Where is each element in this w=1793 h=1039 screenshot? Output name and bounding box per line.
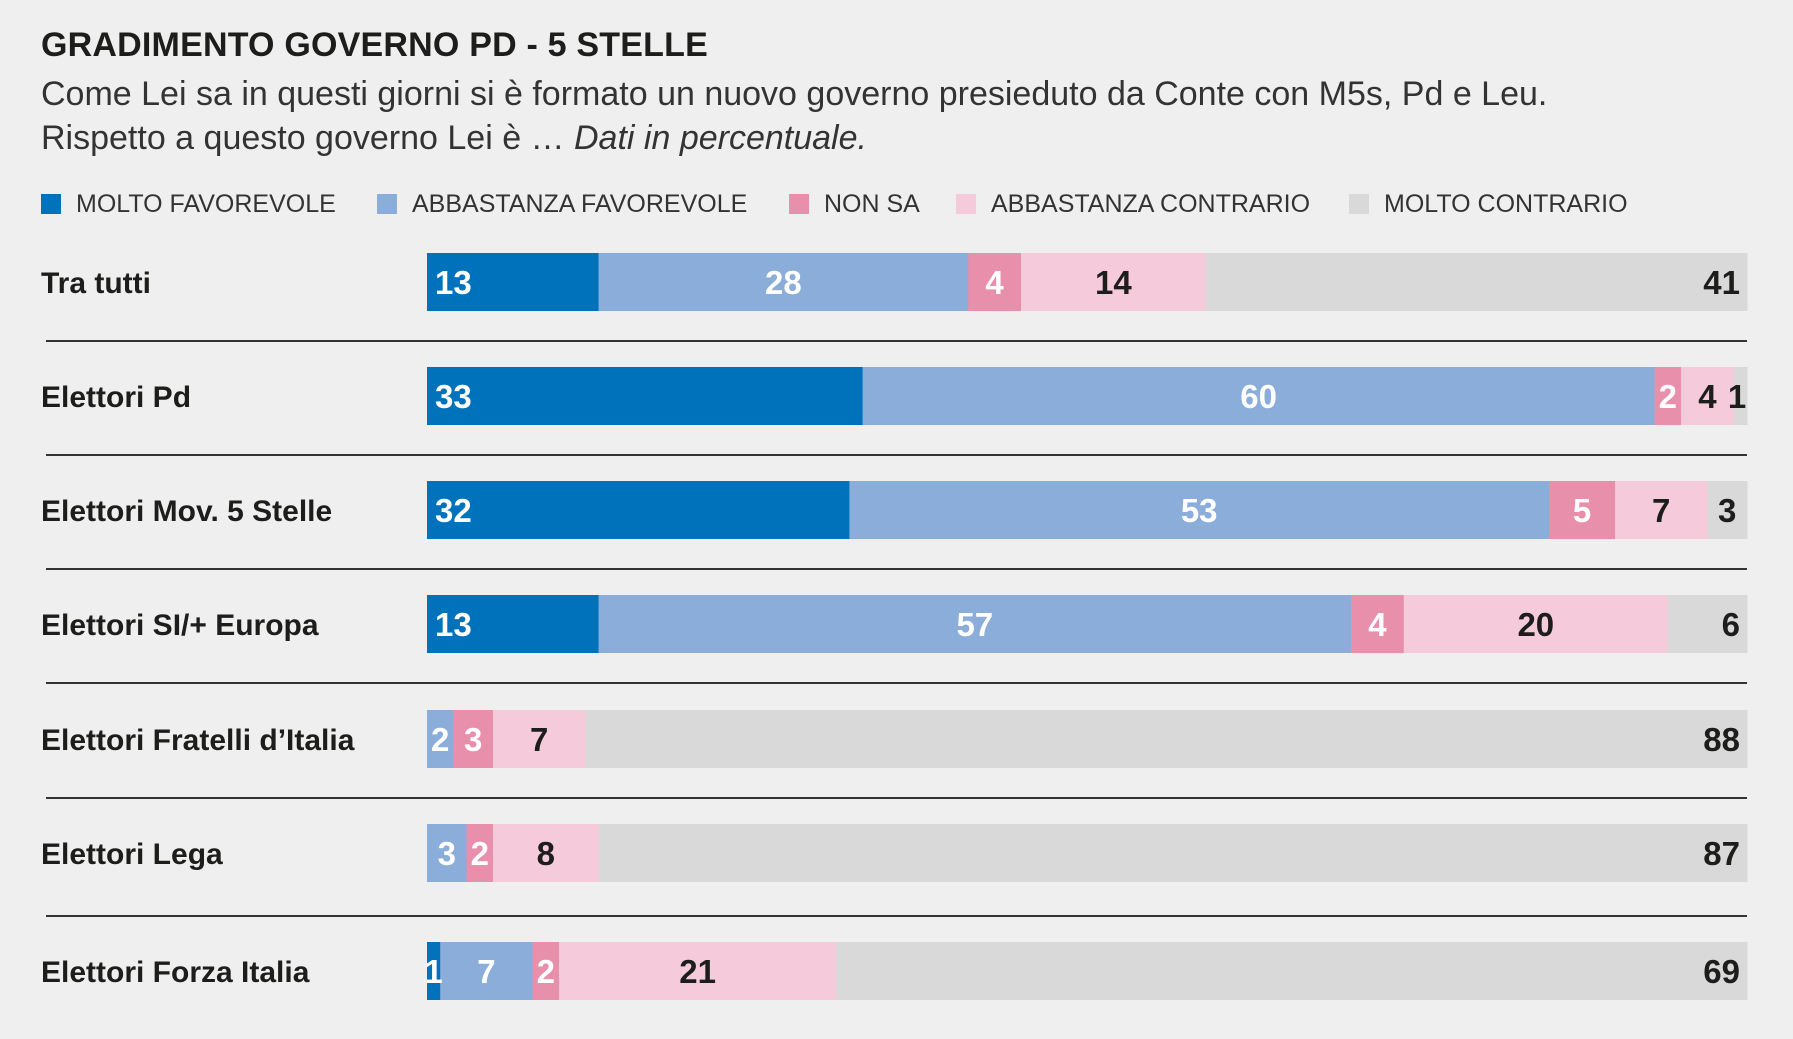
data-label: 4 bbox=[1698, 378, 1717, 415]
chart-title: GRADIMENTO GOVERNO PD - 5 STELLE bbox=[41, 26, 708, 64]
data-label: 4 bbox=[1368, 606, 1387, 643]
data-label: 21 bbox=[679, 953, 716, 990]
subtitle-line-1: Come Lei sa in questi giorni si è format… bbox=[41, 75, 1548, 113]
data-label: 6 bbox=[1722, 606, 1740, 643]
data-label: 87 bbox=[1703, 835, 1740, 872]
legend-label: MOLTO CONTRARIO bbox=[1384, 190, 1628, 218]
bar-segment bbox=[440, 942, 534, 1000]
data-label: 41 bbox=[1703, 264, 1740, 301]
subtitle-note: Dati in percentuale. bbox=[574, 119, 867, 157]
legend-swatch bbox=[1349, 194, 1369, 214]
data-label: 88 bbox=[1703, 721, 1740, 758]
data-label: 1 bbox=[424, 953, 442, 990]
row-label: Elettori Forza Italia bbox=[41, 956, 310, 989]
bar-segment bbox=[453, 710, 494, 768]
data-label: 4 bbox=[985, 264, 1004, 301]
bar-segment bbox=[1707, 481, 1748, 539]
data-label: 13 bbox=[435, 264, 472, 301]
bar-segment bbox=[559, 942, 837, 1000]
bar-segment bbox=[427, 595, 600, 653]
bar-segment bbox=[1403, 595, 1669, 653]
bar-segment bbox=[1681, 367, 1735, 425]
bar-segment bbox=[427, 710, 454, 768]
bar-segment bbox=[598, 824, 1748, 882]
bar-segment bbox=[598, 253, 969, 311]
bar-segment bbox=[493, 824, 600, 882]
bar-segment bbox=[862, 367, 1656, 425]
data-label: 3 bbox=[1718, 492, 1736, 529]
bar-segment bbox=[836, 942, 1748, 1000]
legend-label: ABBASTANZA FAVOREVOLE bbox=[412, 190, 748, 218]
data-label: 5 bbox=[1573, 492, 1591, 529]
bar-segment bbox=[968, 253, 1022, 311]
row-label: Tra tutti bbox=[41, 267, 151, 300]
data-label: 7 bbox=[477, 953, 495, 990]
data-label: 69 bbox=[1703, 953, 1740, 990]
bar-segment bbox=[585, 710, 1748, 768]
bar-segment bbox=[427, 367, 864, 425]
legend-label: ABBASTANZA CONTRARIO bbox=[991, 190, 1311, 218]
bar-segment bbox=[1733, 367, 1748, 425]
bar-segment bbox=[466, 824, 494, 882]
data-label: 33 bbox=[435, 378, 472, 415]
data-label: 20 bbox=[1517, 606, 1554, 643]
bar-segment bbox=[598, 595, 1352, 653]
legend-swatch bbox=[41, 194, 61, 214]
chart-subtitle: Come Lei sa in questi giorni si è format… bbox=[41, 72, 1761, 160]
data-label: 57 bbox=[956, 606, 993, 643]
data-label: 2 bbox=[1659, 378, 1677, 415]
data-label: 32 bbox=[435, 492, 472, 529]
row-label: Elettori Fratelli d’Italia bbox=[41, 724, 355, 757]
data-label: 60 bbox=[1240, 378, 1277, 415]
data-label: 13 bbox=[435, 606, 472, 643]
data-label: 28 bbox=[765, 264, 802, 301]
legend-label: NON SA bbox=[824, 190, 920, 218]
data-label: 2 bbox=[471, 835, 489, 872]
row-label: Elettori Lega bbox=[41, 838, 223, 871]
bar-segment bbox=[849, 481, 1550, 539]
bar-segment bbox=[532, 942, 560, 1000]
bar-segment bbox=[427, 481, 850, 539]
bar-segment bbox=[427, 253, 600, 311]
data-label: 2 bbox=[431, 721, 449, 758]
bar-segment bbox=[1351, 595, 1405, 653]
data-label: 3 bbox=[464, 721, 482, 758]
data-label: 7 bbox=[1652, 492, 1670, 529]
subtitle-line-2: Rispetto a questo governo Lei è … bbox=[41, 119, 565, 157]
row-label: Elettori Mov. 5 Stelle bbox=[41, 495, 332, 528]
data-label: 14 bbox=[1095, 264, 1132, 301]
data-label: 1 bbox=[1728, 378, 1746, 415]
legend-swatch bbox=[789, 194, 809, 214]
legend-swatch bbox=[377, 194, 397, 214]
data-label: 3 bbox=[438, 835, 456, 872]
legend-swatch bbox=[956, 194, 976, 214]
bar-segment bbox=[427, 824, 468, 882]
row-label: Elettori Pd bbox=[41, 381, 191, 414]
bar-segment bbox=[493, 710, 586, 768]
bar-segment bbox=[1549, 481, 1616, 539]
data-label: 2 bbox=[537, 953, 555, 990]
bar-segment bbox=[1205, 253, 1748, 311]
data-label: 8 bbox=[537, 835, 555, 872]
bar-segment bbox=[1654, 367, 1682, 425]
row-label: Elettori SI/+ Europa bbox=[41, 609, 319, 642]
data-label: 7 bbox=[530, 721, 548, 758]
bar-segment bbox=[1615, 481, 1708, 539]
data-label: 53 bbox=[1181, 492, 1218, 529]
bar-segment bbox=[1021, 253, 1207, 311]
legend-label: MOLTO FAVOREVOLE bbox=[76, 190, 336, 218]
bar-segment bbox=[1667, 595, 1748, 653]
bar-segment bbox=[427, 942, 441, 1000]
